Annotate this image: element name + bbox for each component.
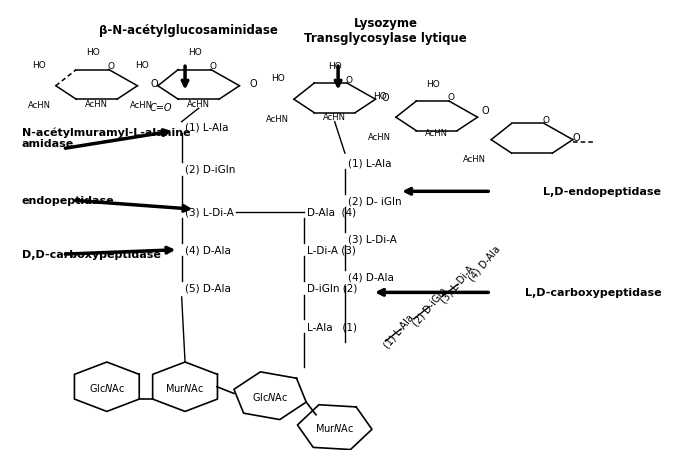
Text: Glc$\it{N}$Ac: Glc$\it{N}$Ac — [89, 381, 125, 393]
Text: Mur$\it{N}$Ac: Mur$\it{N}$Ac — [165, 381, 205, 393]
Text: (3) L-Di-A: (3) L-Di-A — [348, 234, 398, 244]
Text: AcHN: AcHN — [28, 101, 51, 110]
Text: D-Ala  (4): D-Ala (4) — [307, 207, 357, 217]
Text: HO: HO — [373, 92, 387, 101]
Text: endopeptidase: endopeptidase — [22, 196, 115, 206]
Text: AcHN: AcHN — [463, 155, 486, 164]
Text: (5) D-Ala: (5) D-Ala — [185, 283, 231, 293]
Text: Lysozyme
Transglycosylase lytique: Lysozyme Transglycosylase lytique — [305, 17, 467, 45]
Text: HO: HO — [328, 62, 342, 71]
Text: HO: HO — [270, 74, 284, 83]
Text: (2) D- iGln: (2) D- iGln — [348, 196, 402, 206]
Text: (2) D-iGln: (2) D-iGln — [410, 285, 449, 327]
Text: O: O — [382, 93, 389, 103]
Text: HO: HO — [189, 48, 202, 57]
Text: (4) D-Ala: (4) D-Ala — [348, 272, 394, 282]
Text: Mur$\it{N}$Ac: Mur$\it{N}$Ac — [315, 421, 354, 433]
Text: O: O — [572, 133, 580, 143]
Text: AcHN: AcHN — [368, 132, 391, 141]
Text: O: O — [210, 62, 217, 71]
Text: L,D-endopeptidase: L,D-endopeptidase — [543, 187, 661, 197]
Text: AcHN: AcHN — [85, 100, 108, 109]
Text: O: O — [543, 115, 550, 124]
Text: (4) D-Ala: (4) D-Ala — [467, 244, 503, 283]
Text: HO: HO — [135, 60, 148, 69]
Text: (1) L-Ala: (1) L-Ala — [382, 312, 416, 350]
Text: O: O — [447, 93, 454, 102]
Text: AcHN: AcHN — [426, 129, 448, 138]
Text: L-Di-A (3): L-Di-A (3) — [307, 245, 357, 255]
Text: N-acétylmuramyl-L-alanine
amidase: N-acétylmuramyl-L-alanine amidase — [22, 127, 191, 149]
Text: C=O: C=O — [150, 103, 173, 113]
Text: HO: HO — [426, 79, 441, 88]
Text: (3) L-Di-A: (3) L-Di-A — [438, 263, 476, 305]
Text: (4) D-Ala: (4) D-Ala — [185, 245, 231, 255]
Text: (1) L-Ala: (1) L-Ala — [348, 158, 392, 168]
Text: β-N-acétylglucosaminidase: β-N-acétylglucosaminidase — [99, 24, 278, 37]
Text: L,D-carboxypeptidase: L,D-carboxypeptidase — [525, 288, 661, 298]
Text: L-Ala   (1): L-Ala (1) — [307, 322, 357, 331]
Text: (1) L-Ala: (1) L-Ala — [185, 122, 229, 132]
Text: O: O — [249, 79, 257, 89]
Text: O: O — [346, 75, 352, 84]
Text: (2) D-iGln: (2) D-iGln — [185, 165, 236, 175]
Text: AcHN: AcHN — [130, 101, 153, 110]
Text: AcHN: AcHN — [266, 115, 289, 123]
Text: (3) L-Di-A: (3) L-Di-A — [185, 207, 234, 217]
Text: D-iGln (2): D-iGln (2) — [307, 283, 358, 293]
Text: HO: HO — [86, 48, 100, 57]
Text: Glc$\it{N}$Ac: Glc$\it{N}$Ac — [252, 390, 288, 402]
Text: AcHN: AcHN — [187, 100, 210, 109]
Text: AcHN: AcHN — [323, 113, 346, 122]
Text: O: O — [107, 62, 115, 71]
Text: D,D-carboxypeptidase: D,D-carboxypeptidase — [22, 250, 161, 260]
Text: HO: HO — [33, 60, 46, 69]
Text: O: O — [151, 79, 158, 89]
Text: O: O — [482, 106, 490, 116]
